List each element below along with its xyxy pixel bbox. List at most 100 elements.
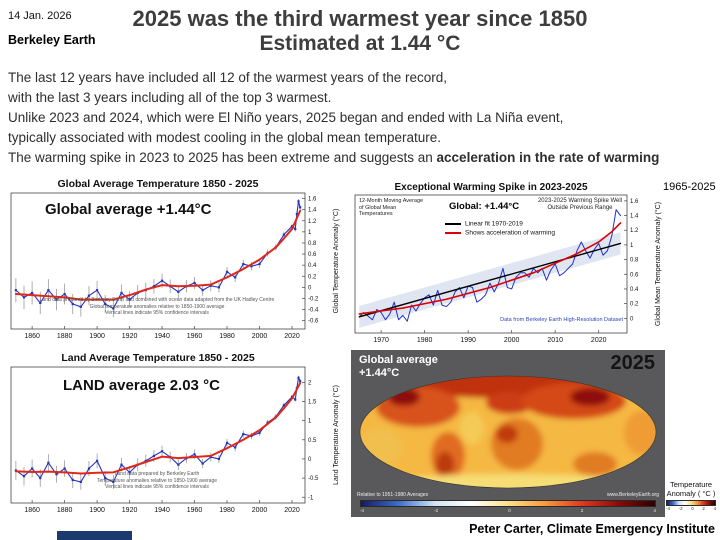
map-website: www.BerkeleyEarth.org — [607, 492, 659, 498]
svg-text:1980: 1980 — [417, 337, 433, 344]
svg-text:0: 0 — [308, 457, 312, 463]
legend-label: Linear fit 1970-2019 — [465, 220, 523, 228]
svg-text:1860: 1860 — [24, 507, 40, 514]
svg-text:-0.4: -0.4 — [308, 308, 319, 314]
svg-text:2020: 2020 — [591, 337, 607, 344]
svg-text:2010: 2010 — [547, 337, 563, 344]
svg-text:Land Temperature Anomaly (°C): Land Temperature Anomaly (°C) — [332, 385, 340, 485]
acceleration-swatch — [445, 231, 461, 234]
svg-text:0.6: 0.6 — [630, 272, 639, 278]
svg-text:0.6: 0.6 — [308, 252, 317, 258]
svg-text:1880: 1880 — [57, 507, 73, 514]
date-label: 14 Jan. 2026 — [8, 10, 72, 22]
svg-text:1900: 1900 — [89, 333, 105, 340]
svg-text:1940: 1940 — [154, 333, 170, 340]
spike-note: 2023-2025 Warming Spike Well Outside Pre… — [537, 198, 623, 211]
page-title: 2025 was the third warmest year since 18… — [70, 6, 650, 56]
land-chart-captions: Land data prepared by Berkeley Earth Tem… — [27, 471, 287, 491]
svg-text:1940: 1940 — [154, 507, 170, 514]
svg-text:0.8: 0.8 — [630, 258, 639, 264]
colorbar-tick: 0 — [691, 506, 694, 511]
svg-text:1.2: 1.2 — [308, 219, 317, 225]
svg-text:-0.2: -0.2 — [308, 296, 319, 302]
svg-text:0.8: 0.8 — [308, 241, 317, 247]
svg-text:1980: 1980 — [219, 333, 235, 340]
svg-text:0: 0 — [308, 285, 312, 291]
colorbar-tick: -2 — [678, 506, 683, 511]
intro-line-2: with the last 3 years including all of t… — [8, 90, 332, 105]
svg-text:1.4: 1.4 — [308, 208, 317, 214]
svg-text:2000: 2000 — [252, 507, 268, 514]
colorbar-tick: 4 — [653, 508, 656, 513]
svg-text:1.2: 1.2 — [630, 228, 639, 234]
map-colorbar-ticks: -4 -2 0 2 4 — [360, 508, 656, 514]
caption-line: Global temperature anomalies relative to… — [89, 303, 225, 310]
warming-spike-chart-panel: 1970 1980 1990 2000 2010 2020 0 0.2 0.4 0.6 0.8 1 1.… — [351, 181, 665, 349]
world-map — [359, 375, 657, 489]
svg-text:2000: 2000 — [252, 333, 268, 340]
global-chart-title: Global Average Temperature 1850 - 2025 — [57, 178, 259, 190]
spike-global-label: Global: +1.44°C — [449, 201, 520, 212]
spike-chart-title: Exceptional Warming Spike in 2023-2025 — [394, 182, 588, 193]
intro-line-3: Unlike 2023 and 2024, which were El Niño… — [8, 110, 564, 125]
svg-text:1860: 1860 — [24, 333, 40, 340]
svg-text:-0.6: -0.6 — [308, 319, 319, 325]
svg-text:1.6: 1.6 — [308, 197, 317, 203]
svg-text:0.2: 0.2 — [308, 274, 317, 280]
legend-row-linear-fit: Linear fit 1970-2019 — [445, 215, 555, 228]
svg-text:2: 2 — [308, 380, 312, 386]
berkeley-earth-logo: Berkeley Earth — [8, 33, 96, 47]
linear-fit-swatch — [445, 222, 461, 225]
map-overlay-label: Global average +1.44°C — [359, 354, 438, 380]
global-chart-captions: Land data prepared by Berkeley Earth and… — [27, 297, 287, 317]
svg-text:1960: 1960 — [187, 507, 203, 514]
svg-text:1.6: 1.6 — [630, 199, 639, 205]
svg-text:0.4: 0.4 — [308, 263, 317, 269]
colorbar-tick: 2 — [702, 506, 705, 511]
intro-line-4: typically associated with modest cooling… — [8, 130, 441, 145]
svg-text:1960: 1960 — [187, 333, 203, 340]
colorbar-label-line-2: Anomaly ( °C ) — [666, 489, 716, 498]
intro-line-5: The warming spike in 2023 to 2025 has be… — [8, 148, 659, 168]
caption-line: Land data prepared by Berkeley Earth — [114, 471, 200, 477]
svg-text:1: 1 — [630, 243, 634, 249]
svg-text:1880: 1880 — [57, 333, 73, 340]
side-colorbar — [666, 500, 716, 506]
title-line-1: 2025 was the third warmest year since 18… — [132, 6, 588, 31]
warming-spike-chart: 1970 1980 1990 2000 2010 2020 0 0.2 0.4 0.6 0.8 1 1.… — [354, 194, 662, 344]
legend-row-acceleration: Shows acceleration of warming — [445, 224, 555, 236]
svg-text:1980: 1980 — [219, 507, 235, 514]
svg-text:2020: 2020 — [284, 333, 300, 340]
svg-text:2000: 2000 — [504, 337, 520, 344]
colorbar-tick: 2 — [580, 508, 584, 513]
svg-text:1: 1 — [308, 419, 312, 425]
svg-text:1970: 1970 — [373, 337, 389, 344]
svg-text:1.4: 1.4 — [630, 214, 639, 220]
intro-line-5-bold: acceleration in the rate of warming — [436, 150, 660, 165]
caption-line: Vertical lines indicate 95% confidence i… — [105, 484, 209, 490]
bottom-left-bar — [57, 531, 132, 540]
svg-text:1920: 1920 — [122, 507, 138, 514]
global-chart-annotation: Global average +1.44°C — [45, 201, 212, 218]
global-average-chart-panel: 1860 1880 1900 1920 1940 1960 1980 2000 2020 -0.6… — [3, 177, 343, 349]
svg-text:1900: 1900 — [89, 507, 105, 514]
svg-text:2020: 2020 — [284, 507, 300, 514]
svg-text:Global Temperature Anomaly (°C: Global Temperature Anomaly (°C) — [332, 209, 340, 314]
intro-line-5-normal: The warming spike in 2023 to 2025 has be… — [8, 150, 437, 165]
land-chart-annotation: LAND average 2.03 °C — [63, 377, 220, 394]
svg-text:0: 0 — [630, 316, 634, 322]
spike-chart-subtitle: 12-Month Moving Average of Global Mean T… — [359, 198, 424, 217]
svg-text:0.2: 0.2 — [630, 302, 639, 308]
spike-chart-legend: Linear fit 1970-2019 Shows acceleration … — [445, 215, 555, 236]
map-overlay-line-1: Global average — [359, 354, 438, 366]
land-chart-title: Land Average Temperature 1850 - 2025 — [61, 352, 255, 364]
svg-text:1: 1 — [308, 230, 312, 236]
title-line-2: Estimated at 1.44 °C — [259, 32, 461, 55]
spike-source-note: Data from Berkeley Earth High-Resolution… — [500, 317, 623, 323]
svg-text:0.5: 0.5 — [308, 438, 317, 444]
colorbar-tick: -2 — [434, 508, 439, 513]
land-average-chart-panel: 1860 1880 1900 1920 1940 1960 1980 2000 2020 -1 -0… — [3, 351, 343, 523]
colorbar-tick: -4 — [666, 506, 671, 511]
spike-chart-range-label: 1965-2025 — [663, 181, 716, 193]
colorbar-tick: -4 — [360, 508, 365, 513]
